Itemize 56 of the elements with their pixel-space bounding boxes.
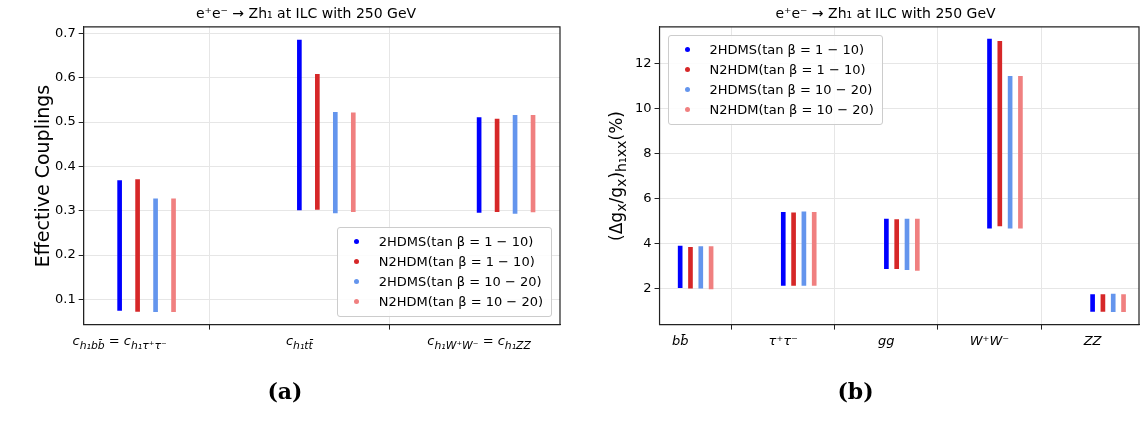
bar (1090, 294, 1095, 312)
y-tick-label: 12 (635, 55, 652, 71)
bar (987, 38, 992, 229)
y-tick-label: 0.5 (54, 113, 76, 129)
legend-label: N2HDM(tan β = 10 − 20) (709, 102, 874, 118)
y-axis-title: Effective Couplings (29, 83, 54, 269)
bar (914, 218, 920, 271)
bar (117, 180, 122, 311)
x-tick-label: c$_{h₁bb̄}$ = c$_{h₁τ⁺τ⁻}$ (71, 332, 168, 354)
legend-label: 2HDMS(tan β = 10 − 20) (378, 274, 542, 290)
y-tick-label: 0.4 (54, 157, 76, 173)
y-tick-label: 10 (635, 100, 652, 116)
y-tick-label: 4 (643, 235, 652, 251)
chart-title: e⁺e⁻ → Zh₁ at ILC with 250 GeV (195, 5, 417, 22)
x-tick-label: c$_{h₁W⁺W⁻}$ = c$_{h₁ZZ}$ (426, 332, 532, 354)
bar (884, 218, 889, 269)
bar (1110, 293, 1116, 313)
bar (135, 179, 140, 312)
y-tick-label: 6 (643, 190, 652, 206)
bar (791, 212, 796, 286)
bar (171, 198, 176, 313)
x-tick-label: τ⁺τ⁻ (768, 332, 798, 348)
x-tick-label: gg (878, 332, 895, 348)
bar (698, 246, 704, 289)
y-tick-label: 8 (643, 145, 652, 161)
bar (1018, 75, 1023, 229)
y-tick-label: 0.3 (54, 202, 76, 218)
chart-title: e⁺e⁻ → Zh₁ at ILC with 250 GeV (775, 5, 997, 22)
bar (332, 112, 338, 214)
y-tick-label: 0.2 (54, 246, 76, 262)
y-tick-label: 0.6 (54, 69, 76, 85)
bar (894, 219, 900, 269)
legend-label: N2HDM(tan β = 1 − 10) (709, 62, 866, 78)
y-tick-label: 2 (643, 280, 652, 296)
legend-label: N2HDM(tan β = 10 − 20) (378, 294, 543, 310)
x-tick-label: ZZ (1083, 332, 1102, 348)
bar (811, 212, 817, 286)
bar (1121, 294, 1126, 313)
bar (780, 212, 786, 286)
legend-label: N2HDM(tan β = 1 − 10) (378, 254, 535, 270)
bar (297, 39, 302, 211)
bar (688, 246, 693, 289)
y-tick-label: 0.7 (54, 24, 76, 40)
x-tick-label: c$_{h₁tt̄}$ (284, 332, 314, 354)
x-tick-label: bb̄ (671, 332, 689, 348)
x-tick-label: W⁺W⁻ (969, 332, 1010, 348)
bar (350, 112, 356, 212)
legend-label: 2HDMS(tan β = 1 − 10) (709, 42, 865, 58)
bar (315, 73, 320, 210)
text: (b) (836, 378, 875, 404)
bar (997, 41, 1003, 227)
text: (a) (266, 378, 304, 404)
y-tick-label: 0.1 (54, 290, 76, 306)
legend-label: 2HDMS(tan β = 1 − 10) (378, 234, 534, 250)
legend-label: 2HDMS(tan β = 10 − 20) (709, 82, 873, 98)
bar (153, 198, 158, 313)
